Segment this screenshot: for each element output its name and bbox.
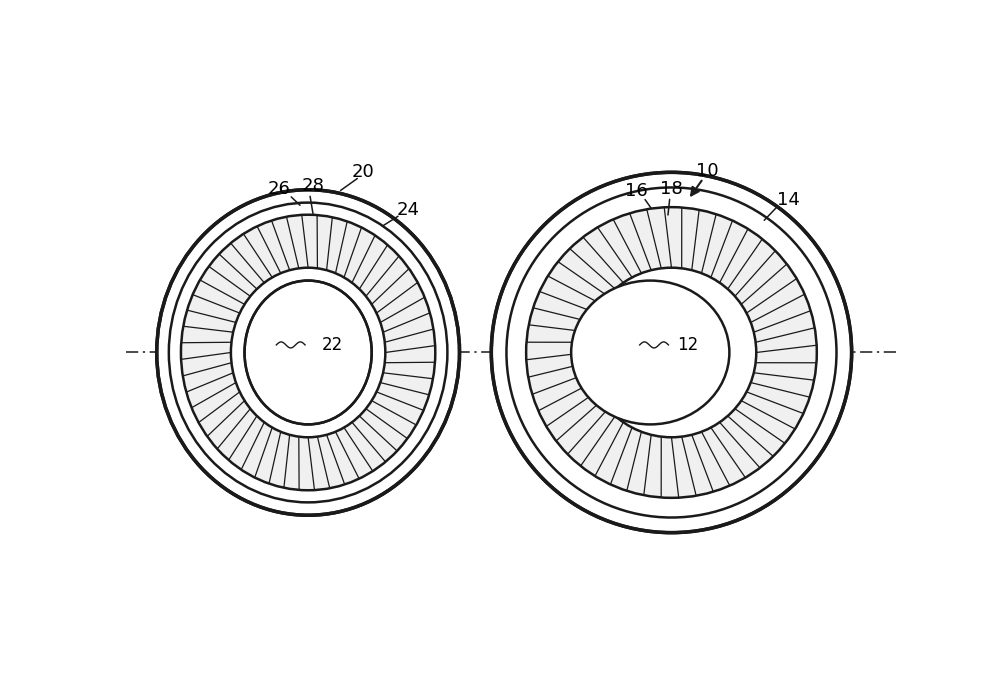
Text: 28: 28 <box>302 177 325 195</box>
Ellipse shape <box>491 172 852 533</box>
Ellipse shape <box>245 281 372 424</box>
Text: 26: 26 <box>268 180 291 198</box>
Ellipse shape <box>181 215 435 490</box>
Text: 10: 10 <box>696 162 719 180</box>
Text: 18: 18 <box>660 180 683 198</box>
Ellipse shape <box>571 281 729 424</box>
Text: 20: 20 <box>352 163 375 181</box>
Ellipse shape <box>526 207 817 498</box>
Text: 16: 16 <box>625 182 647 200</box>
Ellipse shape <box>587 268 756 437</box>
Text: 22: 22 <box>322 336 343 354</box>
Text: 24: 24 <box>397 201 420 219</box>
Text: 12: 12 <box>678 336 699 354</box>
Ellipse shape <box>231 268 385 437</box>
Text: 14: 14 <box>777 191 799 209</box>
Ellipse shape <box>157 190 460 515</box>
